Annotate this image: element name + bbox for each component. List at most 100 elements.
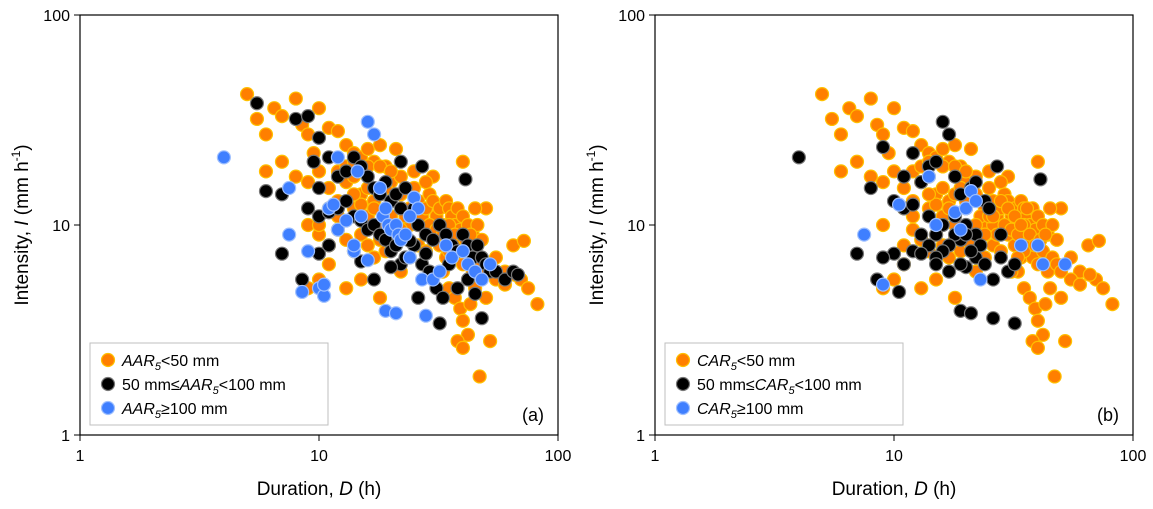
data-point <box>339 213 354 228</box>
data-point <box>1047 369 1062 384</box>
data-point <box>863 180 878 196</box>
data-point <box>300 201 316 216</box>
data-point <box>468 201 483 216</box>
panel-a: 1 10 100 1 10 100 Duration, D (h) Intensity, I … <box>9 8 571 500</box>
data-point <box>989 159 1005 174</box>
data-point <box>411 217 426 233</box>
data-point <box>1013 217 1029 233</box>
data-point <box>958 201 974 216</box>
data-point <box>360 238 375 253</box>
data-point <box>398 180 413 196</box>
legend-marker <box>675 400 691 416</box>
data-point <box>388 141 404 157</box>
data-point <box>311 180 327 196</box>
data-point <box>460 327 476 342</box>
data-point <box>1035 327 1051 342</box>
data-point <box>295 272 310 287</box>
data-point <box>1007 257 1022 272</box>
y-axis-title-text: Intensity, <box>587 226 608 306</box>
data-point <box>438 238 454 253</box>
legend-label-suffix: <50 mm <box>161 353 219 370</box>
y-axis-title-variable: I <box>12 220 33 226</box>
data-point <box>982 180 997 196</box>
data-point <box>311 130 327 145</box>
data-point <box>891 197 907 212</box>
data-point <box>963 141 979 157</box>
data-point <box>418 246 433 261</box>
x-tick-label: 10 <box>885 448 903 465</box>
data-point <box>393 201 408 216</box>
data-point <box>350 164 365 179</box>
x-axis-title-unit: (h) <box>928 479 957 500</box>
data-point <box>402 209 417 224</box>
data-point <box>330 222 346 237</box>
data-point <box>521 281 536 296</box>
legend-label-variable: AAR <box>121 401 155 418</box>
data-point <box>418 175 433 190</box>
y-axis-title-unit: (mm h <box>587 161 608 220</box>
data-point <box>402 250 417 265</box>
data-point <box>824 111 840 127</box>
data-point <box>896 257 911 272</box>
data-point <box>1030 238 1045 253</box>
data-point <box>258 127 274 142</box>
data-point <box>274 109 290 124</box>
data-point <box>963 244 979 259</box>
data-point <box>953 257 968 272</box>
data-point <box>947 290 963 305</box>
data-point <box>914 281 929 296</box>
data-point <box>928 197 944 212</box>
series-3 <box>857 169 1073 292</box>
legend-label-prefix: 50 mm≤ <box>122 377 180 394</box>
data-point <box>935 180 950 196</box>
y-axis-title: Intensity, I (mm h-1) <box>9 144 33 305</box>
data-point <box>330 150 346 165</box>
legend-label-subscript: 5 <box>213 385 220 397</box>
legend-label-subscript: 5 <box>731 361 738 373</box>
data-point <box>1043 201 1058 216</box>
data-point <box>928 257 944 272</box>
data-point <box>360 114 375 129</box>
data-point <box>321 257 336 272</box>
data-point <box>444 250 460 265</box>
y-tick-label: 100 <box>43 8 70 25</box>
legend-label-subscript: 5 <box>731 409 738 421</box>
data-point <box>849 109 865 124</box>
y-axis-title-variable: I <box>587 220 608 226</box>
data-point <box>483 257 498 272</box>
data-point <box>1019 201 1035 216</box>
data-point <box>274 246 290 261</box>
y-axis-title-close: ) <box>587 144 608 150</box>
data-point <box>288 91 303 106</box>
data-point <box>239 87 255 102</box>
legend-label-variable: AAR <box>179 377 213 394</box>
data-point <box>875 277 891 292</box>
data-point <box>474 311 489 326</box>
data-point <box>905 197 921 212</box>
data-point <box>849 154 865 169</box>
data-point <box>935 114 950 129</box>
data-point <box>914 246 929 261</box>
data-point <box>1045 217 1060 233</box>
data-point <box>398 227 413 242</box>
legend-box <box>89 342 329 426</box>
legend-label: 50 mm≤AAR5<100 mm <box>122 377 286 397</box>
data-point <box>418 308 433 323</box>
legend-label-variable: CAR <box>697 353 731 370</box>
x-axis-title-unit: (h) <box>353 479 382 500</box>
legend-marker <box>675 376 691 392</box>
data-point <box>455 340 470 355</box>
data-point <box>330 123 346 139</box>
data-point <box>455 244 470 259</box>
data-point <box>1058 257 1073 272</box>
data-point <box>360 253 375 268</box>
data-point <box>530 297 545 312</box>
data-point <box>928 217 944 233</box>
data-point <box>833 127 849 142</box>
data-point <box>875 250 891 265</box>
panel-label: (a) <box>522 405 544 425</box>
legend-label-subscript: 5 <box>788 385 795 397</box>
data-point <box>435 290 451 305</box>
data-point <box>300 109 316 124</box>
y-tick-label: 100 <box>618 8 645 25</box>
